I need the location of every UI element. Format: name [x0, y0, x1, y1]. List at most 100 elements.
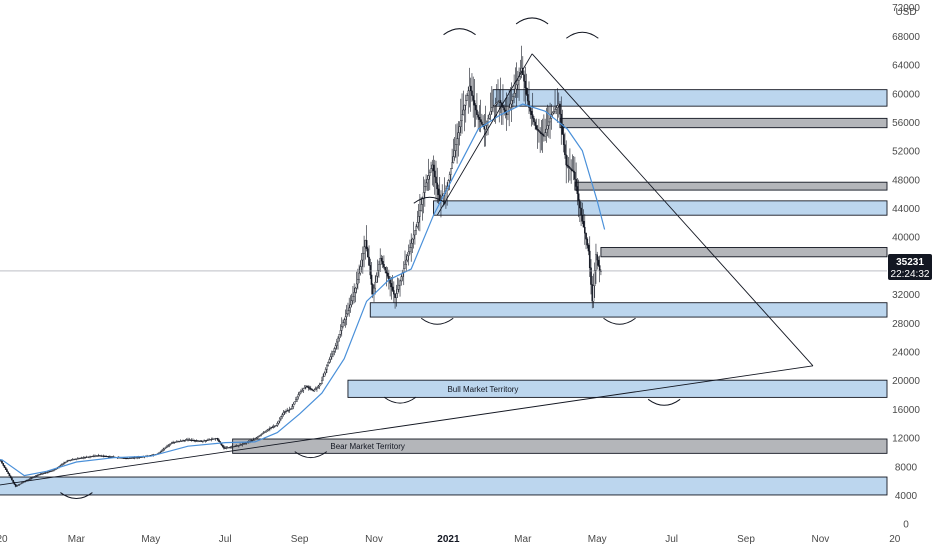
candle-body-224: [204, 440, 207, 442]
candle-body-135: [94, 455, 96, 457]
zones-layer: Bull Market Territory Bear Market Territo…: [0, 89, 888, 496]
candle-body-111: [64, 462, 67, 464]
candle-body-325: [329, 356, 332, 360]
candle-body-460: [497, 101, 499, 104]
candle-body-275: [267, 428, 270, 431]
y-tick-56000: 56000: [892, 118, 920, 129]
candle-body-228: [209, 439, 212, 441]
candle-body-430: [460, 120, 462, 127]
pivot-arc-2: [566, 31, 599, 39]
candle-body-382: [400, 276, 403, 282]
candle-body-112: [65, 461, 68, 463]
candle-body-348: [358, 272, 360, 280]
candle-body-377: [394, 293, 396, 298]
price-axis[interactable]: USD 0 4000 8000 12000 16000 20000 24000 28000 32…: [892, 3, 920, 530]
candle-body-441: [473, 100, 476, 106]
candle-body-270: [261, 433, 264, 435]
candle-body-251: [238, 445, 240, 447]
pivot-arcs-layer: [60, 17, 681, 500]
candle-body-138: [97, 455, 100, 457]
candle-body-510: [559, 103, 561, 115]
candle-body-464: [502, 105, 504, 108]
candle-body-283: [277, 420, 280, 424]
candle-body-424: [452, 156, 455, 163]
candle-body-439: [471, 90, 473, 96]
candle-body-83: [29, 478, 32, 480]
candle-body-221: [200, 440, 203, 442]
candle-body-290: [286, 410, 289, 412]
candle-body-123: [79, 457, 81, 459]
time-axis[interactable]: 20 Mar May Jul Sep Nov 2021 Mar May Jul Sep Nov 20: [0, 534, 901, 545]
candle-body-231: [213, 438, 215, 440]
candle-body-193: [166, 446, 168, 448]
candle-body-491: [535, 125, 538, 130]
candle-body-222: [202, 440, 204, 442]
candle-body-289: [285, 411, 287, 413]
candle-body-520: [571, 169, 574, 172]
candle-body-73: [17, 484, 19, 486]
candle-body-82: [28, 478, 31, 480]
candle-body-276: [269, 428, 271, 430]
candle-body-345: [354, 287, 357, 293]
candle-body-281: [275, 425, 277, 427]
candle-body-160: [125, 457, 127, 459]
candle-body-494: [539, 131, 541, 133]
candle-body-364: [378, 264, 380, 271]
candle-body-169: [136, 457, 138, 459]
candle-body-317: [319, 383, 322, 386]
candle-body-252: [239, 444, 241, 446]
y-tick-24000: 24000: [892, 347, 920, 358]
y-tick-28000: 28000: [892, 319, 920, 330]
candle-body-302: [301, 390, 303, 392]
candle-body-220: [199, 440, 202, 442]
candle-body-455: [491, 107, 493, 112]
x-tick-8: May: [588, 534, 607, 545]
candle-body-188: [159, 451, 162, 453]
candle-body-239: [223, 446, 225, 449]
candle-body-470: [509, 103, 512, 108]
candle-body-129: [86, 456, 89, 458]
candle-body-264: [254, 438, 256, 440]
candle-body-328: [333, 348, 336, 352]
candle-body-116: [70, 459, 73, 461]
x-tick-6: 2021: [437, 534, 460, 545]
candle-body-393: [414, 230, 416, 236]
candle-body-280: [274, 425, 276, 427]
candle-body-77: [22, 481, 24, 483]
candle-body-254: [241, 443, 244, 445]
candle-body-64: [6, 469, 8, 472]
candle-body-267: [257, 435, 260, 438]
candle-body-385: [404, 264, 406, 269]
candle-body-238: [221, 444, 224, 447]
candle-body-322: [326, 365, 328, 370]
candle-body-67: [9, 475, 12, 479]
candle-body-164: [130, 457, 132, 459]
candle-body-229: [210, 439, 213, 441]
candles-layer: [0, 45, 602, 488]
candle-body-365: [379, 258, 382, 265]
candle-body-486: [529, 107, 532, 112]
currency-label: USD: [895, 7, 916, 18]
candle-body-159: [123, 457, 126, 459]
candle-body-253: [240, 444, 243, 446]
x-tick-11: Nov: [812, 534, 830, 545]
candle-body-211: [188, 439, 191, 441]
candle-body-225: [205, 440, 208, 442]
candle-body-380: [398, 284, 400, 290]
y-tick-52000: 52000: [892, 147, 920, 158]
candle-body-120: [75, 458, 78, 460]
candle-body-313: [314, 388, 317, 390]
candle-body-93: [42, 473, 44, 475]
candle-body-285: [280, 416, 282, 420]
candle-body-507: [555, 107, 558, 110]
x-tick-3: Jul: [219, 534, 232, 545]
candle-body-141: [101, 455, 104, 457]
candle-body-303: [302, 388, 305, 391]
candle-body-136: [95, 455, 98, 457]
candle-body-506: [554, 109, 556, 112]
candle-body-530: [584, 226, 586, 234]
candle-body-234: [216, 438, 219, 441]
candle-body-387: [406, 255, 409, 261]
candle-body-329: [334, 345, 337, 349]
